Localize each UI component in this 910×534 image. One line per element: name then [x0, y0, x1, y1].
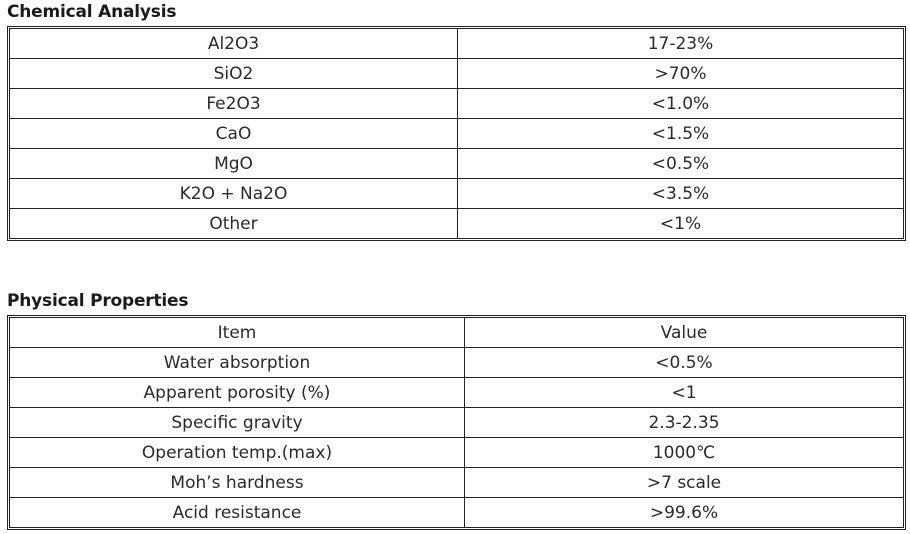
value-cell: >7 scale: [464, 467, 904, 498]
value-cell: <1%: [457, 208, 904, 239]
component-cell: K2O + Na2O: [9, 178, 458, 209]
component-cell: Other: [9, 208, 458, 239]
value-cell: >99.6%: [464, 497, 904, 528]
value-cell: 2.3-2.35: [464, 407, 904, 438]
table-row: Operation temp.(max) 1000℃: [9, 437, 904, 468]
component-cell: Al2O3: [9, 28, 458, 59]
item-cell: Acid resistance: [9, 497, 465, 528]
physical-properties-table-frame: Item Value Water absorption <0.5% Appare…: [7, 315, 906, 530]
value-cell: 1000℃: [464, 437, 904, 468]
table-row: Acid resistance >99.6%: [9, 497, 904, 528]
table-row: Al2O3 17-23%: [9, 28, 904, 59]
item-cell: Operation temp.(max): [9, 437, 465, 468]
value-cell: <0.5%: [464, 347, 904, 378]
chemical-analysis-table-frame: Al2O3 17-23% SiO2 >70% Fe2O3 <1.0% CaO <…: [7, 26, 906, 241]
table-header-row: Item Value: [9, 317, 904, 348]
item-cell: Moh’s hardness: [9, 467, 465, 498]
column-header-value: Value: [464, 317, 904, 348]
value-cell: <1.5%: [457, 118, 904, 149]
component-cell: CaO: [9, 118, 458, 149]
value-cell: >70%: [457, 58, 904, 89]
component-cell: MgO: [9, 148, 458, 179]
table-row: Moh’s hardness >7 scale: [9, 467, 904, 498]
column-header-item: Item: [9, 317, 465, 348]
table-row: SiO2 >70%: [9, 58, 904, 89]
table-row: Apparent porosity (%) <1: [9, 377, 904, 408]
value-cell: <1.0%: [457, 88, 904, 119]
value-cell: <3.5%: [457, 178, 904, 209]
item-cell: Water absorption: [9, 347, 465, 378]
value-cell: <1: [464, 377, 904, 408]
chemical-analysis-heading: Chemical Analysis: [7, 2, 177, 22]
value-cell: 17-23%: [457, 28, 904, 59]
chemical-analysis-table: Al2O3 17-23% SiO2 >70% Fe2O3 <1.0% CaO <…: [9, 28, 904, 239]
table-row: CaO <1.5%: [9, 118, 904, 149]
physical-properties-heading: Physical Properties: [7, 291, 189, 311]
item-cell: Specific gravity: [9, 407, 465, 438]
table-row: Water absorption <0.5%: [9, 347, 904, 378]
item-cell: Apparent porosity (%): [9, 377, 465, 408]
table-row: K2O + Na2O <3.5%: [9, 178, 904, 209]
table-row: Other <1%: [9, 208, 904, 239]
physical-properties-table: Item Value Water absorption <0.5% Appare…: [9, 317, 904, 528]
table-row: Specific gravity 2.3-2.35: [9, 407, 904, 438]
value-cell: <0.5%: [457, 148, 904, 179]
component-cell: SiO2: [9, 58, 458, 89]
table-row: MgO <0.5%: [9, 148, 904, 179]
component-cell: Fe2O3: [9, 88, 458, 119]
table-row: Fe2O3 <1.0%: [9, 88, 904, 119]
